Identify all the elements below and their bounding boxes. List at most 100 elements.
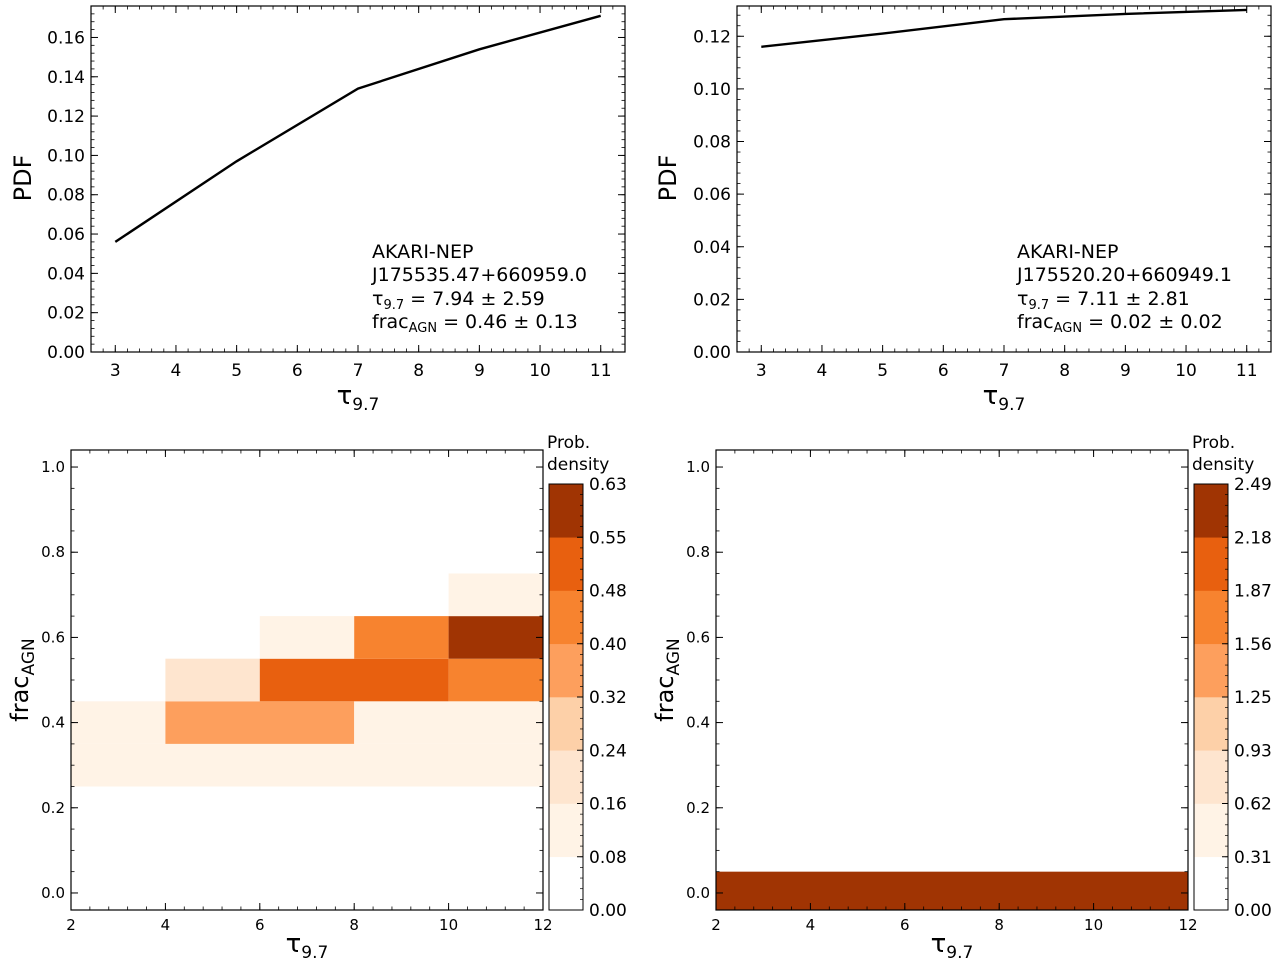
x-tick-label: 10 — [1084, 916, 1103, 934]
colorbar-title-line1: Prob. — [1192, 433, 1235, 453]
colorbar-segment — [549, 856, 583, 911]
heatmap-cell — [259, 616, 355, 659]
plot-frame — [715, 449, 1189, 911]
colorbar-title-line1: Prob. — [547, 433, 590, 453]
colorbar-segment — [1194, 750, 1228, 804]
colorbar-tick-label: 0.93 — [1234, 741, 1272, 761]
y-tick-label: 0.6 — [41, 628, 65, 646]
colorbar-segment — [1194, 537, 1228, 591]
colorbar-tick-label: 1.25 — [1234, 688, 1272, 708]
x-tick-label: 7 — [999, 361, 1010, 381]
x-tick-label: 11 — [1236, 361, 1258, 381]
x-axis-label: τ9.7 — [286, 929, 329, 963]
x-tick-label: 6 — [255, 916, 265, 934]
y-axis-label: fracAGN — [651, 638, 684, 721]
pdf-curve — [114, 14, 602, 243]
colorbar-tick-label: 1.56 — [1234, 635, 1272, 655]
x-tick-label: 6 — [292, 361, 303, 381]
x-tick-label: 11 — [590, 361, 612, 381]
colorbar-tick-label: 0.55 — [589, 528, 627, 548]
colorbar-tick-label: 2.18 — [1234, 528, 1272, 548]
x-tick-label: 8 — [349, 916, 359, 934]
colorbar-tick-label: 0.32 — [589, 688, 627, 708]
x-tick-label: 4 — [161, 916, 171, 934]
y-tick-label: 0.12 — [47, 107, 85, 127]
heatmap-cell — [71, 701, 166, 744]
heatmap-cell — [165, 658, 260, 702]
x-tick-label: 8 — [1059, 361, 1070, 381]
x-tick-label: 6 — [900, 916, 910, 934]
colorbar-segment — [549, 537, 583, 591]
x-tick-label: 12 — [1178, 916, 1197, 934]
heatmap-panel-right: 2 4 6 8 10 120.00.20.40.60.81.0 τ9.7 fracAGN … — [651, 433, 1272, 963]
colorbar-tick-label: 1.87 — [1234, 582, 1272, 602]
x-tick-label: 8 — [994, 916, 1004, 934]
y-tick-label: 0.8 — [41, 543, 65, 561]
y-axis-label: PDF — [9, 155, 37, 202]
y-tick-label: 1.0 — [41, 458, 65, 476]
heatmap-cell — [716, 871, 1188, 910]
colorbar-tick-label: 0.40 — [589, 635, 627, 655]
y-tick-label: 0.02 — [47, 304, 85, 324]
plot-frame — [90, 5, 626, 353]
y-tick-label: 0.0 — [686, 884, 710, 902]
heatmap-panel-left: 2 4 6 8 10 120.00.20.40.60.81.0 τ9.7 fracAGN … — [6, 433, 627, 963]
y-tick-label: 0.00 — [693, 343, 731, 363]
heatmap-cell — [165, 786, 260, 830]
heatmap-cell — [259, 658, 449, 702]
colorbar-segment — [549, 750, 583, 804]
heatmap-cell — [354, 616, 449, 659]
x-tick-label: 2 — [66, 916, 76, 934]
x-tick-label: 12 — [533, 916, 552, 934]
x-tick-label: 9 — [1120, 361, 1131, 381]
y-tick-label: 0.02 — [693, 290, 731, 310]
colorbar-tick-label: 0.62 — [1234, 795, 1272, 815]
pdf-tau-panel-right: 3 4 5 6 7 8 9 10 110.000.020.040.060.080.100.12 … — [654, 5, 1272, 415]
y-tick-label: 0.08 — [47, 186, 85, 206]
source-name: AKARI-NEP — [372, 241, 473, 263]
y-tick-label: 0.2 — [686, 799, 710, 817]
x-tick-label: 10 — [529, 361, 551, 381]
y-axis-label: PDF — [654, 155, 682, 202]
y-tick-label: 0.0 — [41, 884, 65, 902]
colorbar-segment — [549, 643, 583, 698]
colorbar-segment — [549, 590, 583, 645]
colorbar-tick-label: 0.48 — [589, 582, 627, 602]
frac-value: fracAGN = 0.46 ± 0.13 — [372, 311, 578, 336]
source-name: AKARI-NEP — [1017, 241, 1118, 263]
y-tick-label: 0.6 — [686, 628, 710, 646]
x-tick-label: 8 — [413, 361, 424, 381]
colorbar-tick-label: 0.24 — [589, 741, 627, 761]
x-tick-label: 4 — [806, 916, 816, 934]
y-tick-label: 0.10 — [693, 80, 731, 100]
x-tick-label: 4 — [171, 361, 182, 381]
y-tick-label: 1.0 — [686, 458, 710, 476]
y-tick-label: 0.4 — [41, 714, 65, 732]
colorbar-segment — [1194, 590, 1228, 645]
x-axis-label: τ9.7 — [983, 381, 1026, 415]
frac-value: fracAGN = 0.02 ± 0.02 — [1017, 311, 1223, 336]
colorbar-segment — [1194, 697, 1228, 751]
colorbar-segment — [549, 484, 583, 538]
x-tick-label: 7 — [353, 361, 364, 381]
heatmap-cell — [448, 658, 543, 702]
heatmap-cell — [354, 701, 543, 744]
y-tick-label: 0.4 — [686, 714, 710, 732]
y-axis-label: fracAGN — [6, 638, 39, 721]
x-tick-label: 10 — [1175, 361, 1197, 381]
heatmap-cell — [448, 616, 543, 659]
colorbar-segment — [1194, 484, 1228, 538]
y-tick-label: 0.08 — [693, 133, 731, 153]
x-axis-label: τ9.7 — [337, 381, 380, 415]
colorbar-segment — [1194, 643, 1228, 698]
y-tick-label: 0.2 — [41, 799, 65, 817]
colorbar-segment — [1194, 856, 1228, 911]
heatmap-cell — [71, 743, 543, 787]
y-tick-label: 0.04 — [693, 238, 731, 258]
pdf-curve — [761, 8, 1247, 48]
pdf-tau-panel-left: 3 4 5 6 7 8 9 10 11 0.00 0.02 0.04 0.06 0.08 0.10 0.12 0… — [9, 5, 626, 415]
plot-frame — [736, 5, 1272, 353]
y-tick-label: 0.12 — [693, 27, 731, 47]
y-tick-label: 0.06 — [693, 185, 731, 205]
